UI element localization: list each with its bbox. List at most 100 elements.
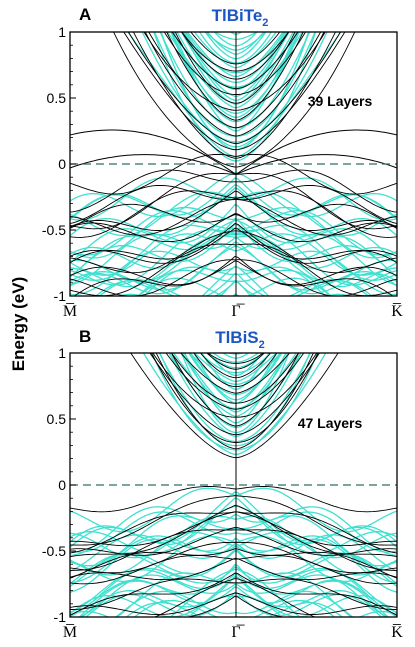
bulk-band <box>70 241 397 291</box>
bulk-band <box>181 353 289 410</box>
bulk-band <box>193 32 277 69</box>
bulk-band <box>193 353 278 383</box>
bulk-band <box>213 32 258 41</box>
slab-band <box>70 548 397 579</box>
slab-band <box>152 353 318 418</box>
slab-band <box>132 32 336 159</box>
bulk-band <box>184 32 287 84</box>
bulk-band <box>180 32 290 98</box>
slab-band <box>70 511 397 547</box>
y-tick-label: -0.5 <box>42 543 66 559</box>
bulk-band <box>212 353 260 363</box>
slab-band <box>70 259 397 296</box>
bulk-band <box>70 224 397 281</box>
slab-band <box>70 495 397 546</box>
slab-band <box>153 578 316 617</box>
bulk-band <box>70 203 397 264</box>
bulk-band <box>70 535 397 584</box>
bulk-band <box>70 0 397 339</box>
bulk-band <box>141 32 328 143</box>
y-axis-label: Energy (eV) <box>9 277 28 371</box>
slab-band <box>70 486 397 513</box>
slab-band <box>181 32 290 72</box>
y-tick-label: -0.5 <box>42 222 66 238</box>
bulk-band <box>198 32 273 64</box>
x-tick-label: M̅ <box>63 303 77 320</box>
slab-band <box>150 353 319 443</box>
x-tick-label: Γ̅ <box>231 624 245 641</box>
panel-title: TlBiS2 <box>215 328 265 351</box>
slab-band <box>123 32 346 151</box>
y-tick-label: -1 <box>54 288 67 304</box>
bulk-band <box>70 506 397 557</box>
bulk-band <box>171 32 299 132</box>
bulk-band <box>70 537 397 593</box>
bulk-band <box>70 548 397 587</box>
bulk-band <box>222 353 250 359</box>
bulk-band <box>201 353 270 390</box>
slab-band <box>70 169 397 213</box>
bulk-band <box>183 353 288 413</box>
bulk-band <box>173 353 298 417</box>
slab-band <box>144 32 325 137</box>
bulk-band <box>229 32 243 35</box>
slab-band <box>163 32 307 95</box>
panel-letter: B <box>79 327 91 346</box>
bulk-band <box>227 353 245 355</box>
slab-band <box>155 353 314 450</box>
bulk-band <box>208 353 263 377</box>
slab-band <box>70 592 397 615</box>
slab-band <box>70 213 397 243</box>
x-tick-label: K̅ <box>391 623 403 641</box>
bulk-band <box>70 515 397 567</box>
slab-band <box>70 153 397 195</box>
layers-annotation: 47 Layers <box>298 415 363 431</box>
slab-band <box>180 353 291 394</box>
bulk-band <box>204 32 267 60</box>
bulk-band <box>168 353 302 429</box>
x-tick-label: M̅ <box>63 624 77 641</box>
slab-band <box>113 32 356 168</box>
slab-band <box>185 595 285 617</box>
panel-letter: A <box>79 5 91 24</box>
slab-band <box>70 230 397 274</box>
y-tick-label: 0.5 <box>47 411 67 427</box>
bulk-band <box>158 353 312 443</box>
y-tick-label: 0.5 <box>47 90 67 106</box>
slab-band <box>70 529 397 571</box>
slab-band <box>73 255 394 296</box>
slab-band <box>70 203 397 229</box>
y-tick-label: 0 <box>58 156 66 172</box>
slab-band <box>165 353 305 410</box>
slab-band <box>70 185 397 225</box>
bulk-band <box>168 353 302 438</box>
bulk-band <box>186 32 284 78</box>
slab-band <box>174 32 296 104</box>
slab-band <box>171 32 299 90</box>
slab-band <box>143 32 326 111</box>
slab-band <box>70 227 397 264</box>
slab-band <box>70 526 397 556</box>
bulk-band <box>185 32 286 74</box>
band-lines <box>70 32 397 296</box>
surface-state <box>70 129 397 175</box>
bulk-band <box>70 579 397 617</box>
bulk-band <box>70 531 397 576</box>
bulk-band <box>180 353 290 434</box>
slab-band <box>170 353 300 427</box>
slab-band <box>70 557 397 581</box>
slab-band <box>70 190 397 231</box>
bulk-band <box>115 572 353 617</box>
slab-band <box>148 32 322 129</box>
bulk-band <box>70 235 397 288</box>
bulk-band <box>176 32 294 105</box>
panel-a: 1 0.5 0 -0.5 -1M̅ Γ̅ K̅ A TlBiTe2 39 Layers <box>42 5 403 320</box>
bulk-band <box>70 184 397 237</box>
slab-band <box>70 198 397 236</box>
bulk-band <box>193 353 278 401</box>
bulk-band <box>219 279 252 296</box>
slab-band <box>199 353 272 379</box>
slab-band <box>70 541 397 574</box>
y-tick-label: 1 <box>58 24 66 40</box>
